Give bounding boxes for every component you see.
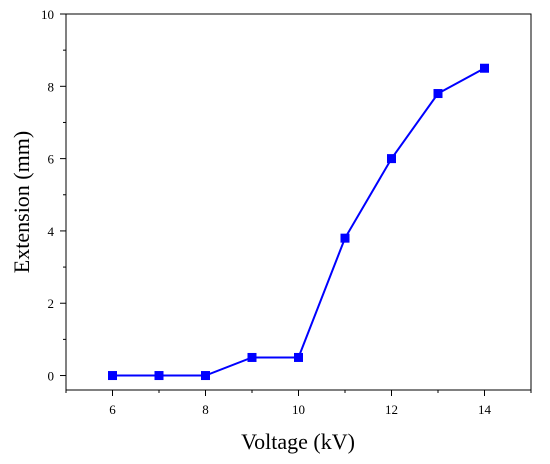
- x-tick-label: 14: [478, 402, 492, 417]
- data-point: [294, 352, 303, 362]
- y-tick-label: 10: [41, 7, 54, 22]
- data-point: [387, 154, 396, 164]
- data-point: [480, 63, 489, 73]
- x-axis-ticks: 6 8 10 12 14: [65, 390, 532, 417]
- x-tick-label: 6: [109, 402, 116, 417]
- x-tick-label: 12: [385, 402, 398, 417]
- plot-frame: [65, 13, 532, 391]
- data-point: [340, 233, 350, 243]
- data-point: [154, 371, 164, 381]
- y-axis-title: Extension (mm): [9, 131, 34, 273]
- x-axis-title: Voltage (kV): [241, 429, 355, 454]
- data-point: [433, 89, 443, 99]
- x-tick-label: 8: [202, 402, 209, 417]
- y-tick-label: 6: [48, 152, 55, 167]
- series-layer: [108, 63, 489, 381]
- y-tick-label: 2: [48, 296, 55, 311]
- y-tick-label: 0: [48, 369, 55, 384]
- y-tick-label: 8: [48, 79, 55, 94]
- y-tick-label: 4: [48, 224, 55, 239]
- data-point: [201, 371, 210, 381]
- data-point: [108, 371, 117, 381]
- x-tick-label: 10: [292, 402, 305, 417]
- y-axis-ticks: 0 2 4 6 8 10: [41, 7, 66, 384]
- data-point: [247, 352, 257, 362]
- series-line: [112, 67, 485, 377]
